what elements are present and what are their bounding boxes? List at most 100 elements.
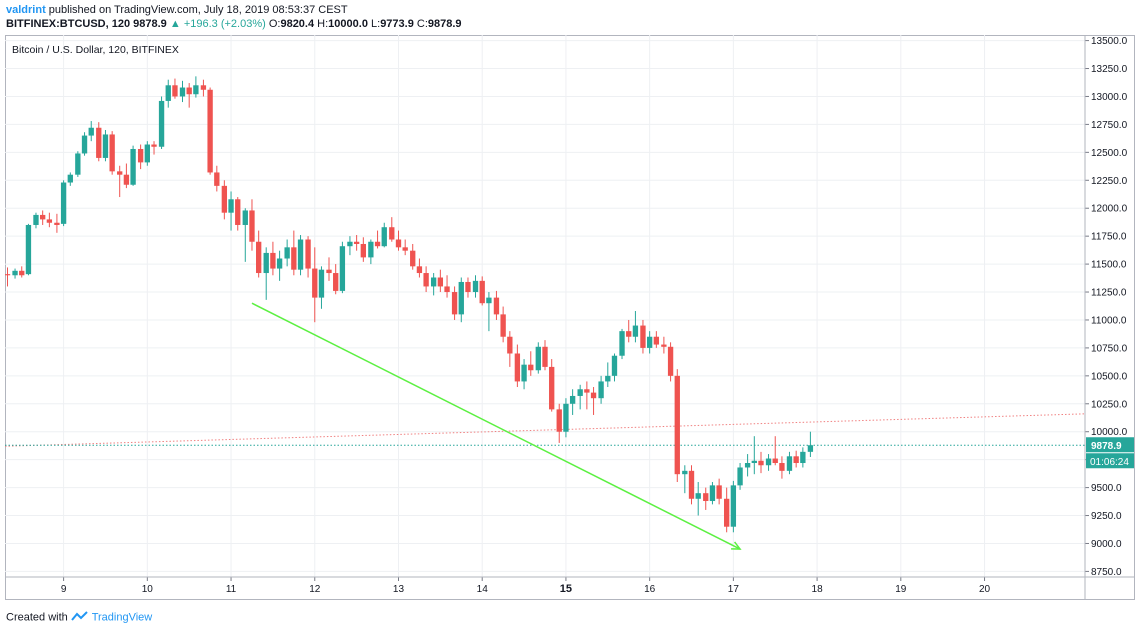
x-tick-label: 12 xyxy=(309,584,321,595)
high-label: H: xyxy=(317,18,329,30)
change-value: +196.3 (+2.03%) xyxy=(183,18,266,30)
author-link[interactable]: valdrint xyxy=(6,4,46,16)
countdown-box xyxy=(1086,453,1134,469)
candle-body xyxy=(626,331,632,337)
candle-body xyxy=(179,87,186,97)
candle-body xyxy=(123,174,130,185)
candle-body xyxy=(374,241,381,247)
tradingview-logo-icon xyxy=(71,611,89,624)
candle-body xyxy=(458,281,464,315)
footer: Created with TradingView xyxy=(6,611,152,624)
candle-body xyxy=(514,353,521,382)
symbol-label: BITFINEX:BTCUSD, 120 xyxy=(6,18,131,30)
candle-body xyxy=(25,224,32,275)
candle-body xyxy=(242,210,248,225)
candle-body xyxy=(619,331,625,356)
candle-body xyxy=(472,280,479,293)
annotations xyxy=(251,302,742,550)
y-tick-label: 13250.0 xyxy=(1091,64,1128,75)
x-tick-label: 13 xyxy=(393,584,405,595)
candle-body xyxy=(4,274,11,276)
resistance-line xyxy=(4,413,1086,447)
candle-body xyxy=(276,258,283,269)
candle-body xyxy=(549,366,555,410)
candle-body xyxy=(284,247,290,259)
candle-body xyxy=(263,252,269,274)
candle-body xyxy=(430,277,437,287)
candle-body xyxy=(410,250,416,267)
y-tick-label: 13500.0 xyxy=(1091,36,1128,47)
candle-body xyxy=(751,460,757,464)
candle-body xyxy=(249,210,255,242)
last-price: 9878.9 xyxy=(133,18,167,30)
axes: 8750.09000.09250.09500.09750.010000.0102… xyxy=(5,35,1135,600)
y-tick-label: 11500.0 xyxy=(1091,260,1127,271)
candle-body xyxy=(465,281,471,293)
candle-body xyxy=(214,172,220,186)
trendline-arrowhead xyxy=(731,541,742,550)
candle-body xyxy=(96,127,102,158)
candle-body xyxy=(46,219,53,223)
chart-area[interactable]: 8750.09000.09250.09500.09750.010000.0102… xyxy=(4,35,1135,600)
candle-body xyxy=(709,485,716,502)
candle-body xyxy=(416,266,423,274)
candle-body xyxy=(744,463,751,468)
x-tick-label: 10 xyxy=(142,584,154,595)
candle-body xyxy=(598,381,604,399)
candle-body xyxy=(451,292,458,315)
candle-body xyxy=(326,269,332,274)
candle-body xyxy=(360,243,366,258)
open-value: 9820.4 xyxy=(280,18,315,30)
candle-body xyxy=(611,355,618,376)
candle-body xyxy=(395,239,402,248)
candle-body xyxy=(12,270,18,276)
candle-body xyxy=(172,85,178,97)
candle-body xyxy=(479,280,485,304)
candle-body xyxy=(102,134,109,158)
candle-body xyxy=(695,493,701,499)
y-tick-label: 9250.0 xyxy=(1091,511,1122,522)
candle-body xyxy=(632,325,639,337)
candle-body xyxy=(297,239,304,270)
candle-body xyxy=(193,85,199,95)
candle-body xyxy=(339,246,346,291)
candle-body xyxy=(765,458,772,466)
candle-body xyxy=(207,89,213,173)
candle-body xyxy=(200,85,207,90)
candle-body xyxy=(318,269,325,298)
x-tick-label: 18 xyxy=(812,584,824,595)
close-label: C: xyxy=(416,18,428,30)
candle-body xyxy=(716,485,722,499)
x-tick-label: 15 xyxy=(560,583,572,595)
candle-body xyxy=(521,364,527,382)
y-tick-label: 12750.0 xyxy=(1091,120,1128,131)
candle-body xyxy=(368,241,374,258)
candle-body xyxy=(800,451,806,464)
overlay-lines xyxy=(4,413,1086,447)
candle-body xyxy=(270,252,276,269)
low-label: L: xyxy=(371,18,381,30)
chart-frame xyxy=(5,35,1135,600)
candle-body xyxy=(703,493,709,502)
candle-body xyxy=(563,403,569,432)
created-with-text: Created with xyxy=(6,611,68,624)
candle-body xyxy=(228,199,234,213)
candle-body xyxy=(221,185,228,213)
ohlc-legend: BITFINEX:BTCUSD, 120 9878.9 ▲ +196.3 (+2… xyxy=(6,17,1136,31)
candle-body xyxy=(256,241,262,274)
published-text: published on TradingView.com, July 18, 2… xyxy=(48,4,348,16)
candle-body xyxy=(807,445,814,452)
x-tick-label: 11 xyxy=(226,584,237,595)
tradingview-brand[interactable]: TradingView xyxy=(91,611,153,624)
candle-body xyxy=(19,270,25,276)
candle-body xyxy=(640,325,646,348)
candle-body xyxy=(667,346,674,376)
candle-body xyxy=(500,314,506,337)
candlestick-chart[interactable]: 8750.09000.09250.09500.09750.010000.0102… xyxy=(4,35,1135,600)
candle-body xyxy=(347,241,353,247)
candle-body xyxy=(137,148,144,163)
candle-body xyxy=(758,460,764,466)
candle-body xyxy=(493,297,500,315)
candle-body xyxy=(81,135,88,154)
candle-body xyxy=(646,336,653,348)
